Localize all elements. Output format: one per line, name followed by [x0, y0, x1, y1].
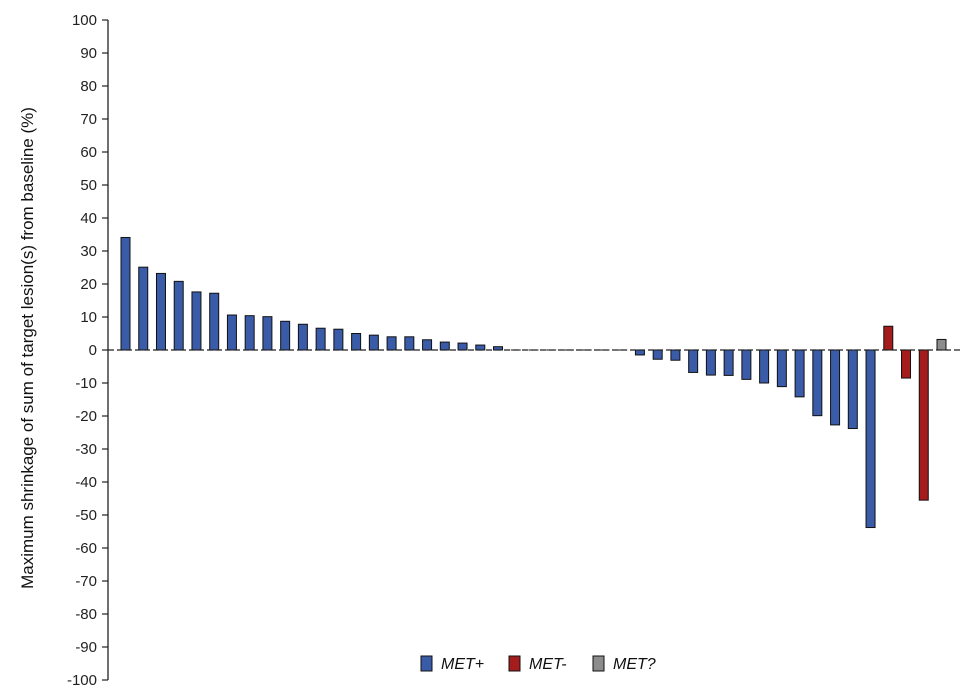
bar	[173, 280, 184, 351]
bar	[457, 342, 468, 351]
y-tick-label: 0	[89, 342, 97, 359]
bar	[883, 325, 894, 351]
y-tick-label: -40	[75, 474, 97, 491]
y-tick-label: -100	[67, 672, 97, 689]
bars	[120, 236, 947, 529]
y-tick-label: -90	[75, 639, 97, 656]
y-tick-label: 70	[80, 111, 97, 128]
bar	[439, 341, 450, 351]
bar	[280, 320, 291, 351]
bar	[422, 339, 433, 351]
bar	[705, 349, 716, 376]
y-tick-label: -10	[75, 375, 97, 392]
bar	[670, 349, 681, 361]
y-tick-label: 100	[72, 12, 97, 29]
bar	[191, 291, 202, 351]
legend-swatch	[592, 655, 605, 672]
y-tick-label: -60	[75, 540, 97, 557]
y-tick-label: -50	[75, 507, 97, 524]
bar	[634, 349, 645, 356]
bar	[475, 344, 486, 351]
bar	[138, 266, 149, 351]
y-axis: 1009080706050403020100-10-20-30-40-50-60…	[67, 12, 109, 689]
y-axis-label: Maximum shrinkage of sum of target lesio…	[18, 107, 37, 589]
bar	[244, 315, 255, 351]
bar	[297, 323, 308, 351]
bar	[847, 349, 858, 430]
bar	[759, 349, 770, 384]
legend-swatch	[420, 655, 433, 672]
bar	[918, 349, 929, 501]
y-tick-label: 20	[80, 276, 97, 293]
y-tick-label: 80	[80, 78, 97, 95]
bar	[901, 349, 912, 379]
bar	[652, 349, 663, 360]
bar	[333, 328, 344, 351]
bar	[386, 336, 397, 351]
bar	[209, 292, 220, 351]
bar	[262, 316, 273, 351]
y-tick-label: 10	[80, 309, 97, 326]
bar	[226, 314, 237, 351]
bar	[120, 236, 131, 351]
legend-label: MET?	[613, 656, 656, 673]
bar	[794, 349, 805, 398]
legend: MET+ MET- MET?	[420, 655, 656, 673]
legend-swatch	[508, 655, 521, 672]
bar	[155, 272, 166, 351]
bar	[351, 333, 362, 351]
bar	[741, 349, 752, 380]
y-tick-label: 30	[80, 243, 97, 260]
bar	[830, 349, 841, 426]
y-tick-label: 90	[80, 45, 97, 62]
legend-label: MET+	[441, 656, 484, 673]
bar	[776, 349, 787, 388]
bar	[368, 334, 379, 351]
y-tick-label: -30	[75, 441, 97, 458]
bar	[404, 336, 415, 351]
y-tick-label: -70	[75, 573, 97, 590]
y-tick-label: 60	[80, 144, 97, 161]
legend-label: MET-	[529, 656, 567, 673]
y-tick-label: 40	[80, 210, 97, 227]
bar	[315, 327, 326, 351]
y-tick-label: 50	[80, 177, 97, 194]
bar	[723, 349, 734, 376]
bar	[936, 338, 947, 351]
bar	[688, 349, 699, 373]
y-tick-label: -80	[75, 606, 97, 623]
y-tick-label: -20	[75, 408, 97, 425]
bar	[865, 349, 876, 529]
bar	[812, 349, 823, 417]
